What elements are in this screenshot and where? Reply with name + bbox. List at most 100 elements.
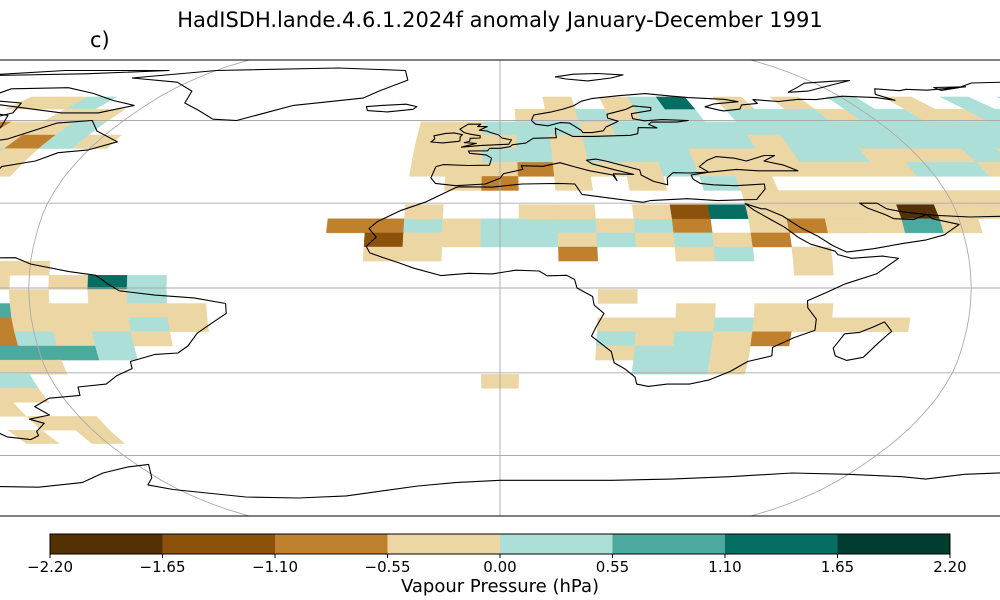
anomaly-cell xyxy=(671,218,713,234)
anomaly-cell xyxy=(595,218,636,234)
anomaly-cell xyxy=(963,190,1000,205)
anomaly-cell xyxy=(706,359,749,375)
anomaly-cell xyxy=(558,246,599,262)
anomaly-cell xyxy=(614,134,655,149)
anomaly-cell xyxy=(713,246,755,262)
anomaly-cell xyxy=(713,317,755,332)
anomaly-cell xyxy=(633,345,674,361)
colorbar-tick-label: 0.00 xyxy=(483,558,517,576)
coastline xyxy=(459,123,512,148)
anomaly-cell xyxy=(782,204,826,219)
anomaly-cell xyxy=(441,218,482,234)
anomaly-cell xyxy=(402,232,443,248)
anomaly-cells xyxy=(0,96,1000,444)
anomaly-cell xyxy=(753,303,795,318)
coastline xyxy=(787,79,851,93)
anomaly-cell xyxy=(7,430,60,444)
anomaly-cell xyxy=(0,374,39,389)
anomaly-cell xyxy=(0,162,24,177)
anomaly-cell xyxy=(673,232,715,248)
anomaly-cell xyxy=(0,148,39,163)
colorbar-bin xyxy=(275,534,388,554)
colorbar-tick-label: −2.20 xyxy=(27,558,73,576)
anomaly-cell xyxy=(166,303,208,318)
anomaly-cell xyxy=(901,218,945,234)
anomaly-cell xyxy=(626,176,668,191)
anomaly-cell xyxy=(516,134,552,149)
anomaly-cell xyxy=(130,331,173,347)
anomaly-cell xyxy=(557,218,597,234)
colorbar xyxy=(49,533,951,558)
anomaly-cell xyxy=(610,121,649,136)
anomaly-cell xyxy=(53,331,96,347)
anomaly-cell xyxy=(711,331,753,347)
panel-label: c) xyxy=(90,28,110,52)
anomaly-cell xyxy=(964,108,1000,122)
anomaly-cell xyxy=(669,204,711,219)
anomaly-cell xyxy=(89,317,132,332)
anomaly-cell xyxy=(674,246,716,262)
anomaly-cell xyxy=(752,317,794,332)
anomaly-cell xyxy=(653,148,695,163)
figure-title: HadISDH.lande.4.6.1.2024f anomaly Januar… xyxy=(177,8,823,32)
anomaly-cell xyxy=(50,317,93,332)
anomaly-cell xyxy=(889,190,935,205)
anomaly-cell xyxy=(326,218,367,234)
anomaly-cell xyxy=(693,162,737,177)
anomaly-cell xyxy=(126,289,168,304)
anomaly-cell xyxy=(0,402,27,417)
anomaly-cell xyxy=(411,148,449,163)
anomaly-cell xyxy=(971,204,1000,219)
meridian-line xyxy=(750,60,972,516)
anomaly-cell xyxy=(549,134,586,149)
anomaly-cell xyxy=(519,232,559,248)
anomaly-cell xyxy=(518,218,559,234)
colorbar-bin xyxy=(50,534,163,554)
anomaly-cell xyxy=(515,121,550,136)
anomaly-cell xyxy=(596,232,637,248)
colorbar-tick-label: 1.10 xyxy=(708,558,742,576)
anomaly-cell xyxy=(769,96,816,110)
colorbar-tick-label: −1.10 xyxy=(252,558,298,576)
meridian-line xyxy=(28,60,250,516)
anomaly-cell xyxy=(824,218,867,234)
anomaly-cell xyxy=(793,260,834,276)
anomaly-cell xyxy=(712,232,754,248)
anomaly-cell xyxy=(851,190,897,205)
anomaly-cell xyxy=(127,303,169,318)
anomaly-cell xyxy=(56,345,100,361)
anomaly-cell xyxy=(48,275,89,290)
anomaly-cell xyxy=(976,162,1000,177)
colorbar-label: Vapour Pressure (hPa) xyxy=(400,576,600,597)
anomaly-cell xyxy=(750,331,792,347)
anomaly-cell xyxy=(409,162,448,177)
anomaly-cell xyxy=(595,345,636,361)
coastline xyxy=(0,463,1000,500)
anomaly-cell xyxy=(403,218,443,234)
coastline xyxy=(832,321,893,361)
anomaly-cell xyxy=(363,232,404,248)
anomaly-cell xyxy=(544,108,580,122)
anomaly-cell xyxy=(0,260,12,276)
anomaly-cell xyxy=(961,148,1000,163)
anomaly-cell xyxy=(95,345,138,361)
coastline xyxy=(365,103,418,113)
coastline xyxy=(0,87,135,114)
anomaly-cell xyxy=(956,121,1000,136)
coastline xyxy=(131,67,409,122)
anomaly-cell xyxy=(634,331,676,347)
anomaly-cell xyxy=(619,148,660,163)
anomaly-cell xyxy=(128,317,171,332)
anomaly-cell xyxy=(868,317,911,332)
anomaly-cell xyxy=(633,218,674,234)
anomaly-cell xyxy=(167,317,209,332)
anomaly-cell xyxy=(674,317,716,332)
anomaly-cell xyxy=(820,204,864,219)
colorbar-bin xyxy=(612,534,725,554)
colorbar-bin xyxy=(500,534,613,554)
anomaly-cell xyxy=(574,108,611,122)
anomaly-cell xyxy=(0,388,50,403)
anomaly-cell xyxy=(441,232,481,248)
